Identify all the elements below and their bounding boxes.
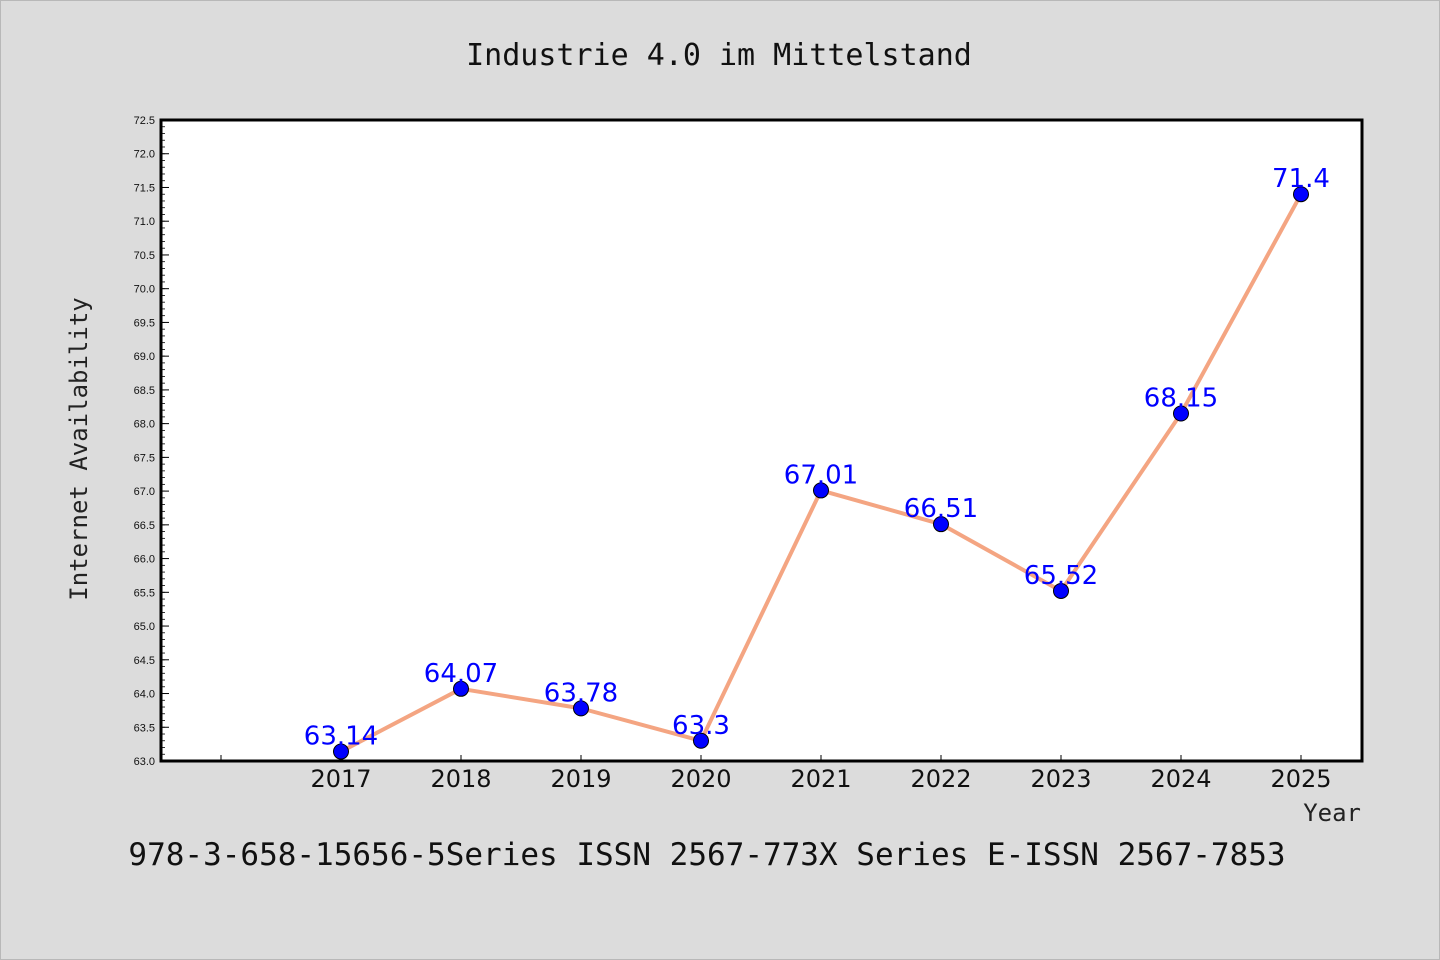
data-point xyxy=(813,482,829,499)
y-tick-label: 68.0 xyxy=(134,419,155,431)
x-axis: 2017 2018 2019 2020 2021 2022 2023 2024 2025 xyxy=(220,755,1332,793)
y-axis-label: Internet Availability xyxy=(65,297,93,600)
x-tick-label: 2025 xyxy=(1270,765,1331,793)
y-axis: 63.0 63.5 64.0 64.5 65.0 65.5 66.0 66.5 67.0 67.5… xyxy=(134,115,169,768)
y-tick-label: 72.0 xyxy=(134,149,155,161)
data-point xyxy=(693,732,709,749)
data-point xyxy=(1053,582,1069,599)
data-point xyxy=(573,700,589,717)
y-tick-label: 63.0 xyxy=(134,756,155,768)
y-tick-label: 66.5 xyxy=(134,520,155,532)
data-label: 68.15 xyxy=(1144,384,1218,414)
data-label: 71.4 xyxy=(1272,164,1330,194)
x-axis-label: Year xyxy=(1303,799,1361,827)
y-tick-label: 70.5 xyxy=(134,250,155,262)
y-tick-label: 64.5 xyxy=(134,655,155,667)
series-group: 63.14 64.07 63.78 63.3 67.01 66.51 65.52 68.15 7… xyxy=(304,164,1330,760)
data-label: 63.14 xyxy=(304,722,378,752)
data-label: 65.52 xyxy=(1024,561,1098,591)
x-tick-label: 2017 xyxy=(310,765,371,793)
data-point xyxy=(933,516,949,533)
y-tick-label: 65.0 xyxy=(134,621,155,633)
y-tick-label: 71.0 xyxy=(134,216,155,228)
plot-area xyxy=(159,118,1364,763)
x-tick-label: 2020 xyxy=(670,765,731,793)
x-tick-label: 2021 xyxy=(790,765,851,793)
y-tick-label: 63.5 xyxy=(134,722,155,734)
x-tick-label: 2018 xyxy=(430,765,491,793)
x-tick-label: 2022 xyxy=(910,765,971,793)
y-tick-label: 64.0 xyxy=(134,689,155,701)
y-tick-label: 66.0 xyxy=(134,554,155,566)
y-tick-label: 72.5 xyxy=(134,115,155,127)
data-point xyxy=(453,680,469,697)
x-tick-label: 2024 xyxy=(1150,765,1211,793)
y-tick-label: 67.0 xyxy=(134,486,155,498)
y-tick-label: 69.0 xyxy=(134,351,155,363)
x-tick-label: 2019 xyxy=(550,765,611,793)
y-tick-label: 67.5 xyxy=(134,452,155,464)
y-tick-label: 65.5 xyxy=(134,587,155,599)
data-label: 67.01 xyxy=(784,460,858,490)
y-tick-label: 71.5 xyxy=(134,182,155,194)
data-point xyxy=(1293,186,1309,203)
data-label: 66.51 xyxy=(904,494,978,524)
y-tick-label: 68.5 xyxy=(134,385,155,397)
data-label: 63.3 xyxy=(672,711,730,741)
x-tick-label: 2023 xyxy=(1030,765,1091,793)
y-tick-label: 70.0 xyxy=(134,284,155,296)
data-point xyxy=(1173,405,1189,422)
data-point xyxy=(333,743,349,760)
data-label: 64.07 xyxy=(424,659,498,689)
chart-title: Industrie 4.0 im Mittelstand xyxy=(466,38,972,73)
y-tick-label: 69.5 xyxy=(134,317,155,329)
footnote-text: 978-3-658-15656-5Series ISSN 2567-773X S… xyxy=(128,837,1285,873)
data-label: 63.78 xyxy=(544,678,618,708)
